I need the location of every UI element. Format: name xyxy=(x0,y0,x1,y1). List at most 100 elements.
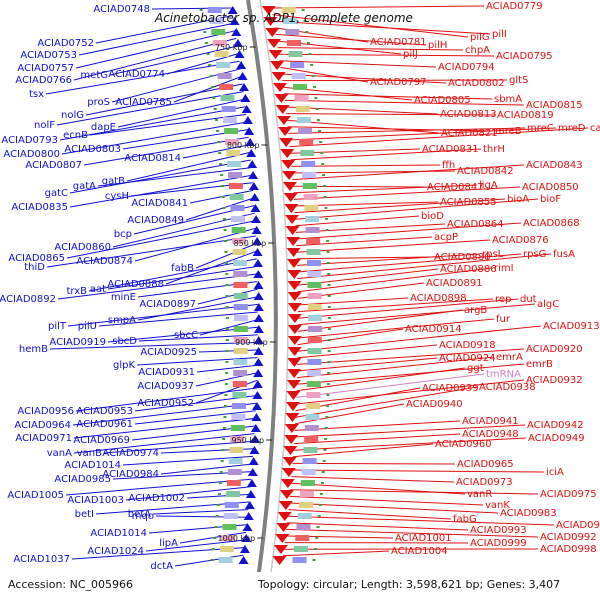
gene-label-left[interactable]: sbcC xyxy=(174,330,198,341)
gene-label-left[interactable]: ACIAD0803 xyxy=(64,144,121,155)
gene-label-right[interactable]: ACIAD0992 xyxy=(540,532,597,543)
gene-label-left[interactable]: ACIAD0752 xyxy=(37,38,94,49)
gene-label-right[interactable]: vanR xyxy=(467,489,492,500)
gene-label-left[interactable]: gatC xyxy=(45,188,68,199)
gene-label-left[interactable]: ACIAD0961 xyxy=(76,419,133,430)
gene-label-right[interactable]: rimI xyxy=(494,263,514,274)
gene-label-left[interactable]: smpA xyxy=(108,315,136,326)
gene-label-right[interactable]: fusA xyxy=(553,249,575,260)
gene-label-right[interactable]: acpP xyxy=(434,232,458,243)
gene-label-right[interactable]: fabG xyxy=(453,514,477,525)
gene-label-right[interactable]: emrA xyxy=(496,352,523,363)
gene-label-left[interactable]: ACIAD0774 xyxy=(108,69,165,80)
gene-label-right[interactable]: rep xyxy=(495,294,511,305)
gene-label-left[interactable]: ACIAD0953 xyxy=(76,406,133,417)
gene-label-left[interactable]: pilT xyxy=(48,321,67,332)
gene-label-right[interactable]: pilI xyxy=(492,29,507,40)
gene-label-right[interactable]: ACIAD0920 xyxy=(526,344,583,355)
gene-label-right[interactable]: dut xyxy=(520,294,537,305)
gene-label-right[interactable]: vanK xyxy=(485,500,510,511)
gene-label-left[interactable]: ACIAD0897 xyxy=(139,299,196,310)
gene-label-left[interactable]: ACIAD0892 xyxy=(0,294,56,305)
gene-label-right[interactable]: ACIAD0924 xyxy=(439,353,496,364)
gene-label-right[interactable]: ACIAD0914 xyxy=(405,324,462,335)
gene-label-right[interactable]: ACIAD0891 xyxy=(426,278,483,289)
gene-label-left[interactable]: ACIAD0785 xyxy=(115,97,172,108)
gene-label-left[interactable]: gatB xyxy=(102,176,125,187)
gene-label-right[interactable]: thrH xyxy=(483,144,505,155)
gene-label-right[interactable]: mreD xyxy=(558,123,586,134)
gene-label-left[interactable]: minE xyxy=(111,292,136,303)
gene-label-left[interactable]: betI xyxy=(75,509,94,520)
gene-label-left[interactable]: ACIAD0748 xyxy=(93,4,150,15)
gene-label-right[interactable]: algC xyxy=(537,299,559,310)
gene-label-right[interactable]: ffh xyxy=(442,160,455,171)
gene-label-left[interactable]: ACIAD1024 xyxy=(87,546,144,557)
gene-label-right[interactable]: ACIAD0781 xyxy=(370,37,427,48)
gene-label-right[interactable]: ACIAD0941 xyxy=(462,416,519,427)
gene-label-left[interactable]: ACIAD0984 xyxy=(102,469,159,480)
gene-label-right[interactable]: ACIAD0794 xyxy=(438,62,495,73)
gene-label-left[interactable]: ACIAD0860 xyxy=(54,242,111,253)
gene-label-right[interactable]: ACIAD0868 xyxy=(523,218,580,229)
gene-label-right[interactable]: cafA xyxy=(590,123,600,134)
gene-label-left[interactable]: ACIAD0841 xyxy=(131,198,188,209)
gene-label-right[interactable]: ACIAD0918 xyxy=(439,340,496,351)
gene-label-right[interactable]: ACIAD0819 xyxy=(497,110,554,121)
gene-label-right[interactable]: chpA xyxy=(465,45,490,56)
gene-label-right[interactable]: pilG xyxy=(470,32,490,43)
gene-label-right[interactable]: gltS xyxy=(509,75,528,86)
gene-label-right[interactable]: rpsL xyxy=(482,249,504,260)
gene-label-left[interactable]: ACIAD0925 xyxy=(140,347,197,358)
gene-label-right[interactable]: ACIAD0821 xyxy=(441,128,498,139)
gene-label-left[interactable]: ACIAD0757 xyxy=(17,63,74,74)
gene-label-left[interactable]: ACIAD0964 xyxy=(14,420,71,431)
gene-label-right[interactable]: tmRNA xyxy=(486,369,521,380)
gene-label-left[interactable]: glpK xyxy=(113,360,135,371)
gene-label-right[interactable]: ligA xyxy=(479,180,498,191)
gene-label-right[interactable]: ACIAD0850 xyxy=(522,182,579,193)
gene-label-right[interactable]: ACIAD0847 xyxy=(427,182,484,193)
gene-label-left[interactable]: ACIAD0974 xyxy=(102,448,159,459)
gene-label-left[interactable]: thiD xyxy=(24,262,45,273)
gene-label-right[interactable]: bioD xyxy=(421,211,444,222)
gene-label-right[interactable]: mreC xyxy=(527,123,554,134)
gene-label-right[interactable]: ACIAD0795 xyxy=(496,51,553,62)
gene-label-left[interactable]: betA xyxy=(128,509,151,520)
gene-label-left[interactable]: ecnB xyxy=(63,130,88,141)
gene-label-right[interactable]: ACIAD0779 xyxy=(486,1,543,12)
gene-label-left[interactable]: ACIAD1014 xyxy=(64,460,121,471)
gene-label-left[interactable]: trxB xyxy=(66,286,87,297)
gene-label-right[interactable]: pilH xyxy=(428,40,447,51)
gene-label-right[interactable]: ACIAD0987 xyxy=(556,520,600,531)
gene-label-right[interactable]: ACIAD0855 xyxy=(440,197,497,208)
gene-label-right[interactable]: ACIAD0965 xyxy=(457,459,514,470)
gene-label-right[interactable]: rpsG xyxy=(523,249,546,260)
gene-label-right[interactable]: emrB xyxy=(526,359,553,370)
gene-label-right[interactable]: bioA xyxy=(507,194,529,205)
gene-label-left[interactable]: ACIAD0793 xyxy=(1,135,58,146)
gene-label-left[interactable]: ACIAD0937 xyxy=(137,381,194,392)
gene-label-right[interactable]: iciA xyxy=(546,467,564,478)
gene-label-right[interactable]: ACIAD0949 xyxy=(528,433,585,444)
gene-label-left[interactable]: bcp xyxy=(114,229,132,240)
gene-label-right[interactable]: mreB xyxy=(495,126,522,137)
gene-label-left[interactable]: ACIAD0849 xyxy=(127,215,184,226)
gene-label-right[interactable]: ggt xyxy=(467,363,484,374)
gene-label-right[interactable]: ACIAD0797 xyxy=(370,77,427,88)
gene-label-right[interactable]: ACIAD0813 xyxy=(440,109,497,120)
gene-label-left[interactable]: aat xyxy=(90,284,106,295)
gene-label-right[interactable]: ACIAD0960 xyxy=(435,439,492,450)
gene-label-right[interactable]: ACIAD0938 xyxy=(479,382,536,393)
gene-label-left[interactable]: ACIAD0985 xyxy=(54,474,111,485)
gene-label-left[interactable]: ACIAD0971 xyxy=(15,433,72,444)
gene-label-right[interactable]: ACIAD0973 xyxy=(456,477,513,488)
gene-label-left[interactable]: ACIAD0956 xyxy=(17,406,74,417)
gene-label-left[interactable]: ACIAD0766 xyxy=(15,75,72,86)
gene-label-left[interactable]: ACIAD0888 xyxy=(107,279,164,290)
gene-label-left[interactable]: vanA xyxy=(47,448,72,459)
gene-label-left[interactable]: ACIAD0814 xyxy=(124,153,181,164)
gene-label-right[interactable]: ACIAD0975 xyxy=(540,489,597,500)
gene-label-right[interactable]: ACIAD0939 xyxy=(422,383,479,394)
gene-label-right[interactable]: bioF xyxy=(540,194,561,205)
